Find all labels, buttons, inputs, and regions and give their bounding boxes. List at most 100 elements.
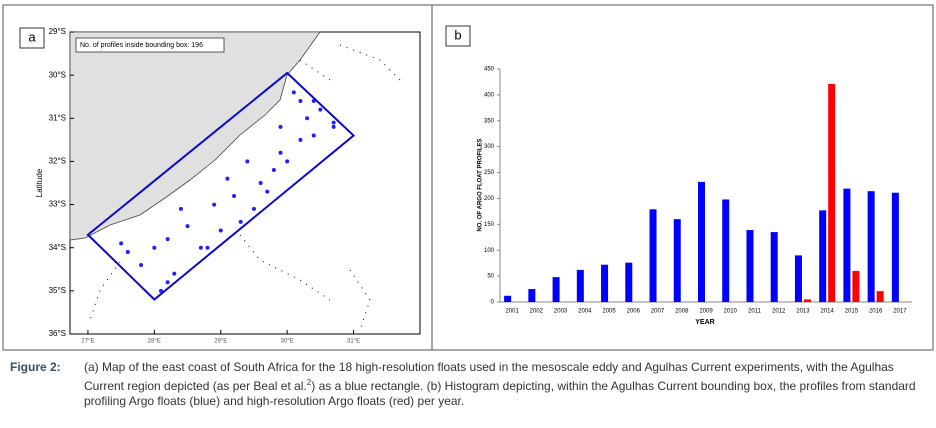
profile-point <box>305 116 310 121</box>
profile-point <box>205 245 210 250</box>
profile-point <box>178 206 183 211</box>
y-tick-label: 300 <box>484 144 495 150</box>
profile-point <box>258 181 263 185</box>
profile-point <box>225 176 230 181</box>
profile-point <box>125 250 130 255</box>
profile-point <box>331 124 336 129</box>
annotation-box <box>75 37 225 53</box>
profile-point <box>185 224 190 229</box>
caption-label: Figure 2: <box>10 360 61 374</box>
figure: a No. of profiles inside bounding box: 1… <box>2 4 934 351</box>
x-tick-label: 31°E <box>347 339 360 345</box>
x-tick-label: 2005 <box>602 309 616 315</box>
bar <box>722 199 730 302</box>
y-tick-label: 400 <box>484 92 495 98</box>
x-tick-label: 2014 <box>820 309 834 315</box>
bar <box>673 219 681 302</box>
bar <box>770 232 778 302</box>
y-tick-label: 29°S <box>49 27 66 36</box>
y-tick-label: 350 <box>484 118 495 124</box>
x-tick-label: 27°E <box>81 339 94 345</box>
bar <box>852 270 860 302</box>
profile-point <box>311 133 316 138</box>
profile-point <box>251 206 256 211</box>
x-tick-label: 2002 <box>530 309 544 315</box>
bar <box>746 230 754 302</box>
profile-point <box>298 99 303 104</box>
x-tick-label: 2011 <box>748 309 762 315</box>
x-tick-label: 2007 <box>651 309 665 315</box>
x-tick-label: 2017 <box>893 309 907 315</box>
profile-point <box>265 189 270 194</box>
profile-point <box>212 202 217 207</box>
x-axis-label: YEAR <box>695 319 714 326</box>
x-tick-label: 2010 <box>724 309 738 315</box>
y-tick-label: 33°S <box>49 200 66 209</box>
y-tick-label: 0 <box>491 300 495 306</box>
x-tick-label: 28°E <box>148 339 161 345</box>
bar <box>576 269 584 302</box>
bar <box>891 192 899 302</box>
x-tick-label: 2001 <box>505 309 519 315</box>
profile-point <box>238 219 243 224</box>
y-tick-label: 200 <box>484 196 495 202</box>
x-tick-label: 29°E <box>214 339 227 345</box>
bar <box>698 181 705 302</box>
bar <box>601 264 609 302</box>
caption-text: ) as a blue rectangle. (b) Histogram dep… <box>84 379 916 408</box>
bar <box>867 191 875 302</box>
annotation: No. of profiles inside bounding box: 196 <box>80 42 203 49</box>
x-tick-label: 2004 <box>578 309 592 315</box>
y-tick-label: 34°S <box>49 243 66 252</box>
profile-point <box>278 124 283 129</box>
caption: Figure 2: (a) Map of the east coast of S… <box>10 360 928 409</box>
x-tick-label: 2015 <box>845 309 859 315</box>
y-tick-label: 250 <box>484 170 495 176</box>
bar <box>876 291 884 302</box>
profile-point <box>271 168 276 173</box>
y-tick-label: 36°S <box>49 329 66 338</box>
bar <box>794 255 802 302</box>
profile-point <box>318 107 323 112</box>
y-axis-label: NO. OF ARGO FLOAT PROFILES <box>478 139 484 232</box>
profile-point <box>198 245 203 250</box>
x-tick-label: 2012 <box>772 309 786 315</box>
profile-point <box>232 193 237 198</box>
profile-point <box>298 137 303 142</box>
y-tick-label: 150 <box>484 222 495 228</box>
bar <box>803 299 811 302</box>
panel-label-box <box>445 25 471 47</box>
profile-point <box>218 228 223 233</box>
profile-point <box>139 262 144 267</box>
x-tick-label: 2016 <box>869 309 883 315</box>
profile-point <box>158 288 163 293</box>
caption-text: (a) Map of the east coast of South Afric… <box>84 360 894 393</box>
profile-point <box>245 159 250 164</box>
panel-label-box <box>19 27 45 49</box>
x-tick-label: 2003 <box>554 309 568 315</box>
profile-point <box>331 120 336 125</box>
profile-point <box>291 90 296 95</box>
land <box>69 31 321 241</box>
profile-point <box>119 241 124 246</box>
x-tick-label: 30°E <box>281 339 294 345</box>
y-tick-label: 32°S <box>49 157 66 166</box>
y-tick-label: 35°S <box>49 286 66 295</box>
panel-label: a <box>28 29 36 44</box>
panel-label: b <box>454 27 461 42</box>
bar <box>552 277 560 302</box>
x-tick-label: 2009 <box>699 309 713 315</box>
profile-point <box>165 280 170 285</box>
y-tick-label: 50 <box>487 274 494 280</box>
y-tick-label: 100 <box>484 248 495 254</box>
profile-point <box>285 159 290 164</box>
bounding-box <box>86 71 356 301</box>
x-tick-label: 2008 <box>675 309 689 315</box>
x-tick-label: 2006 <box>627 309 641 315</box>
y-tick-label: 31°S <box>49 113 66 122</box>
x-tick-label: 2013 <box>796 309 810 315</box>
profile-point <box>152 245 157 250</box>
profile-point <box>278 150 283 155</box>
bar <box>843 188 851 302</box>
